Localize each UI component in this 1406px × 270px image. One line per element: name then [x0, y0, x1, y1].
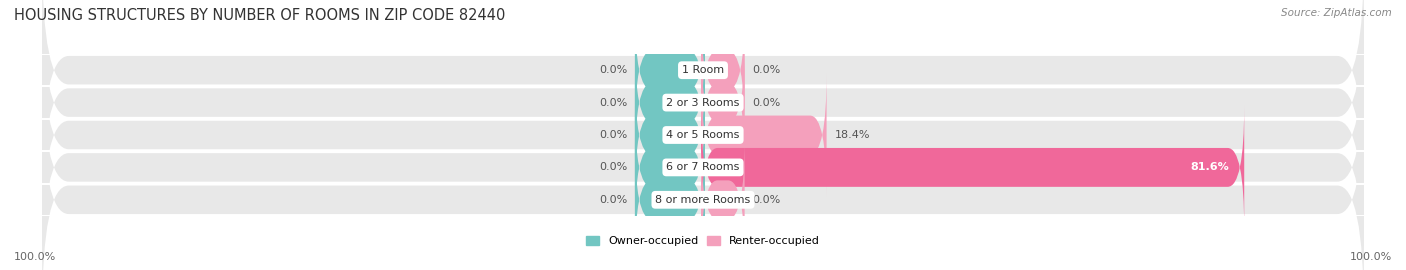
FancyBboxPatch shape	[42, 0, 1364, 185]
Text: 0.0%: 0.0%	[599, 97, 627, 108]
Text: 100.0%: 100.0%	[1350, 252, 1392, 262]
FancyBboxPatch shape	[636, 106, 704, 229]
Text: 100.0%: 100.0%	[14, 252, 56, 262]
Text: 0.0%: 0.0%	[752, 195, 780, 205]
FancyBboxPatch shape	[42, 85, 1364, 270]
FancyBboxPatch shape	[702, 106, 1244, 229]
Text: 0.0%: 0.0%	[599, 195, 627, 205]
Text: 1 Room: 1 Room	[682, 65, 724, 75]
Text: 81.6%: 81.6%	[1191, 162, 1229, 173]
FancyBboxPatch shape	[636, 9, 704, 132]
Text: 0.0%: 0.0%	[599, 130, 627, 140]
FancyBboxPatch shape	[702, 138, 745, 261]
Text: 0.0%: 0.0%	[599, 65, 627, 75]
Text: 0.0%: 0.0%	[752, 65, 780, 75]
Text: 0.0%: 0.0%	[752, 97, 780, 108]
FancyBboxPatch shape	[42, 52, 1364, 270]
FancyBboxPatch shape	[636, 73, 704, 197]
FancyBboxPatch shape	[42, 20, 1364, 250]
Text: 8 or more Rooms: 8 or more Rooms	[655, 195, 751, 205]
FancyBboxPatch shape	[702, 73, 827, 197]
Text: HOUSING STRUCTURES BY NUMBER OF ROOMS IN ZIP CODE 82440: HOUSING STRUCTURES BY NUMBER OF ROOMS IN…	[14, 8, 505, 23]
FancyBboxPatch shape	[702, 9, 745, 132]
Text: 18.4%: 18.4%	[835, 130, 870, 140]
FancyBboxPatch shape	[636, 41, 704, 164]
Text: 4 or 5 Rooms: 4 or 5 Rooms	[666, 130, 740, 140]
Text: 6 or 7 Rooms: 6 or 7 Rooms	[666, 162, 740, 173]
Legend: Owner-occupied, Renter-occupied: Owner-occupied, Renter-occupied	[586, 236, 820, 246]
FancyBboxPatch shape	[42, 0, 1364, 218]
Text: 0.0%: 0.0%	[599, 162, 627, 173]
FancyBboxPatch shape	[636, 138, 704, 261]
Text: 2 or 3 Rooms: 2 or 3 Rooms	[666, 97, 740, 108]
FancyBboxPatch shape	[702, 41, 745, 164]
Text: Source: ZipAtlas.com: Source: ZipAtlas.com	[1281, 8, 1392, 18]
